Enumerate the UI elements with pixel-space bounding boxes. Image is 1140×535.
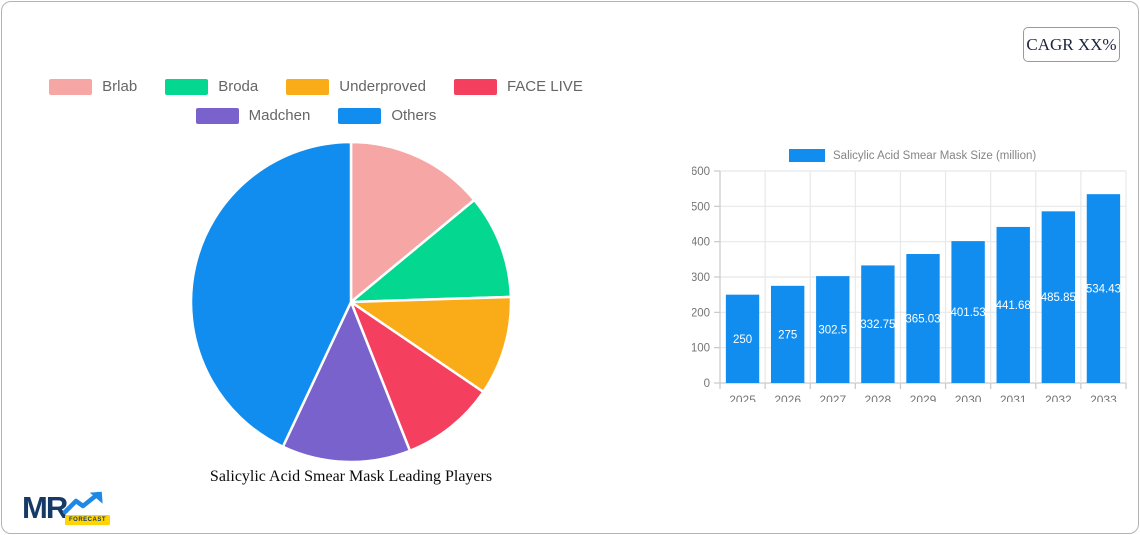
bar-value-label: 250	[733, 334, 752, 346]
trend-arrow-icon	[62, 491, 103, 515]
legend-item-brlab[interactable]: Brlab	[49, 78, 137, 95]
x-axis-label: 2033	[1090, 393, 1117, 402]
bar-2030[interactable]	[951, 241, 985, 383]
legend-item-madchen[interactable]: Madchen	[195, 107, 311, 124]
cagr-label: CAGR XX%	[1026, 34, 1117, 54]
y-axis-label: 200	[692, 307, 710, 319]
pie-legend-row: Madchen Others	[2, 107, 630, 124]
bar-svg: 0 100 200 300 400 500 600 250 2025 275 2026 302.5 20…	[691, 166, 1127, 407]
bar-value-label: 401.53	[951, 307, 986, 319]
legend-label: Brlab	[102, 78, 138, 95]
y-axis-label: 300	[692, 272, 710, 284]
logo-forecast-text: FORECAST	[65, 515, 110, 525]
bar-2025[interactable]	[725, 294, 760, 383]
legend-swatch-icon	[165, 78, 209, 95]
pie-legend-row: Brlab Broda Underproved FACE LIVE	[2, 78, 630, 95]
x-axis-label: 2029	[910, 393, 937, 402]
bar-2027[interactable]	[816, 276, 850, 383]
pie-slice-broda[interactable]	[349, 198, 513, 304]
legend-swatch-icon	[338, 107, 382, 124]
pie-slice-brlab[interactable]	[349, 140, 476, 304]
y-axis-label: 100	[692, 343, 710, 355]
bar-value-label: 332.75	[860, 319, 895, 331]
bar-legend-item[interactable]: Salicylic Acid Smear Mask Size (million)	[789, 149, 1036, 162]
bar-2029[interactable]	[906, 254, 940, 383]
bar-value-label: 365.03	[905, 314, 940, 326]
legend-label: Broda	[218, 78, 259, 95]
pie-slice-underproved[interactable]	[349, 295, 513, 394]
pie-slice-face-live[interactable]	[349, 300, 485, 453]
legend-swatch-icon	[195, 107, 239, 124]
y-axis-label: 0	[704, 378, 710, 390]
mr-forecast-logo[interactable]: MR FORECAST	[22, 491, 112, 531]
bar-legend-swatch-icon	[789, 149, 825, 162]
legend-item-broda[interactable]: Broda	[165, 78, 258, 95]
bar-legend-label: Salicylic Acid Smear Mask Size (million)	[833, 149, 1037, 162]
x-axis-label: 2027	[819, 393, 846, 402]
bar-2028[interactable]	[861, 265, 895, 383]
pie-legend: Brlab Broda Underproved FACE LIVE Madchen Oth…	[2, 78, 630, 136]
legend-item-others[interactable]: Others	[338, 107, 436, 124]
bar-value-label: 302.5	[818, 325, 847, 337]
x-axis-label: 2028	[865, 393, 892, 402]
pie-slice-others[interactable]	[189, 140, 353, 449]
legend-label: FACE LIVE	[506, 78, 583, 95]
bar-2026[interactable]	[770, 285, 805, 383]
logo-mr-text: MR	[22, 490, 68, 525]
pie-svg	[189, 140, 513, 464]
y-axis-label: 600	[692, 166, 710, 178]
legend-swatch-icon	[49, 78, 93, 95]
y-axis-label: 400	[692, 237, 710, 249]
bar-value-label: 485.85	[1041, 292, 1076, 304]
bar-value-label: 534.43	[1086, 284, 1121, 296]
bar-2033[interactable]	[1086, 194, 1121, 383]
legend-swatch-icon	[453, 78, 497, 95]
cagr-button[interactable]: CAGR XX%	[1023, 27, 1120, 62]
legend-item-underproved[interactable]: Underproved	[286, 78, 426, 95]
x-axis-label: 2026	[774, 393, 801, 402]
legend-label: Underproved	[339, 78, 426, 95]
bar-2032[interactable]	[1041, 211, 1076, 383]
pie-chart	[186, 137, 516, 467]
x-axis-label: 2032	[1045, 393, 1072, 402]
x-axis-label: 2030	[955, 393, 982, 402]
pie-chart-title: Salicylic Acid Smear Mask Leading Player…	[209, 468, 493, 485]
bar-value-label: 441.68	[996, 300, 1031, 312]
bar-2031[interactable]	[996, 226, 1030, 383]
legend-label: Madchen	[248, 107, 311, 124]
bar-chart: Salicylic Acid Smear Mask Size (million)…	[691, 142, 1138, 407]
y-axis-label: 500	[692, 201, 710, 213]
pie-slice-madchen[interactable]	[281, 300, 412, 464]
legend-swatch-icon	[286, 78, 330, 95]
legend-item-face-live[interactable]: FACE LIVE	[453, 78, 583, 95]
legend-label: Others	[391, 107, 437, 124]
x-axis-label: 2025	[729, 393, 756, 402]
x-axis-label: 2031	[1000, 393, 1027, 402]
bar-value-label: 275	[778, 329, 797, 341]
